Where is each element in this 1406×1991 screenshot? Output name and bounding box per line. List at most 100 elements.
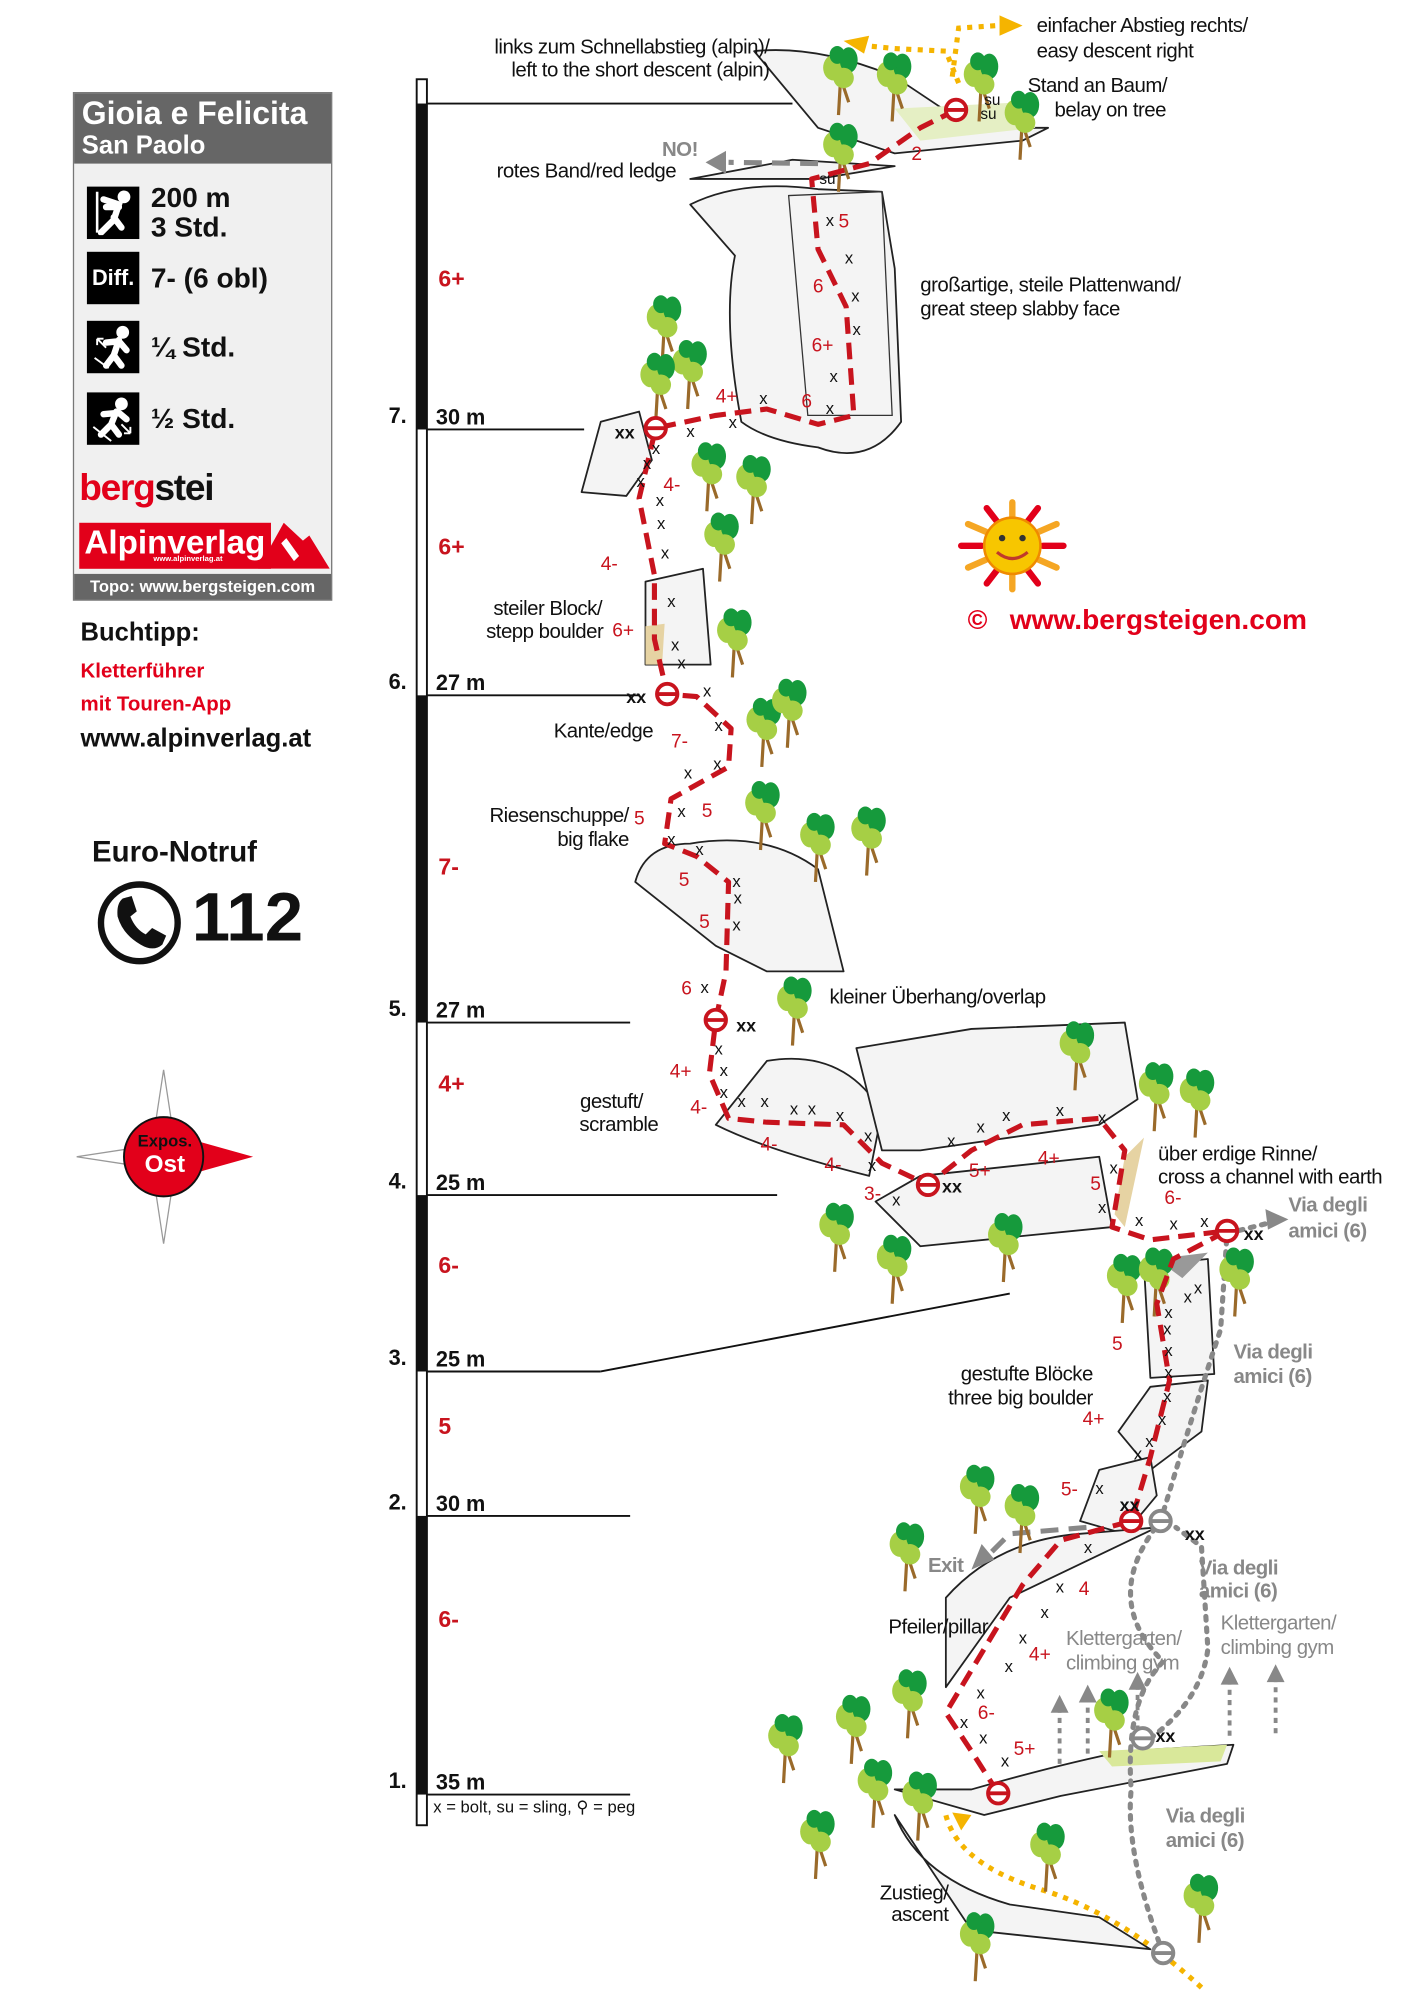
annotation-label: climbing gym bbox=[1221, 1636, 1334, 1659]
route-grade: 6- bbox=[978, 1703, 995, 1724]
tree-icon bbox=[876, 52, 912, 122]
bolt-marker: x bbox=[979, 1728, 988, 1747]
tree-icon bbox=[1138, 1062, 1174, 1132]
tree-icon bbox=[745, 780, 780, 851]
tree-icon bbox=[691, 442, 727, 512]
book-tip-url[interactable]: www.alpinverlag.at bbox=[80, 724, 312, 753]
bolt-marker: x bbox=[695, 840, 704, 859]
route-grade: 6- bbox=[1164, 1188, 1181, 1209]
emergency-number: Euro-Notruf 112 bbox=[92, 835, 303, 965]
tree-icon bbox=[1183, 1873, 1219, 1943]
tree-icon bbox=[800, 812, 835, 883]
topo-credit: Topo: www.bergsteigen.com bbox=[74, 573, 332, 600]
bolt-marker: x bbox=[1194, 1279, 1203, 1298]
compass-label: Expos. bbox=[138, 1132, 192, 1151]
annotation-label: amici (6) bbox=[1166, 1829, 1244, 1852]
route-location: San Paolo bbox=[81, 131, 206, 160]
route-grade: 4- bbox=[690, 1097, 707, 1118]
annotation-label: big flake bbox=[557, 828, 629, 851]
route-grade: 5 bbox=[634, 808, 645, 829]
bolt-marker: x bbox=[713, 754, 722, 773]
sling-label: su bbox=[819, 171, 835, 188]
annotation-label: Exit bbox=[928, 1554, 964, 1577]
other-belay-icon bbox=[1151, 1940, 1176, 1966]
bolt-marker: x bbox=[759, 389, 768, 408]
descent-hiker-icon bbox=[86, 392, 140, 445]
pitch-number: 1. bbox=[389, 1768, 407, 1793]
tree-icon bbox=[704, 512, 739, 582]
climber-icon bbox=[86, 185, 140, 239]
copyright-url[interactable]: www.bergsteigen.com bbox=[1009, 604, 1307, 635]
tree-icon bbox=[902, 1771, 937, 1841]
compass-direction: Ost bbox=[145, 1151, 185, 1178]
route-time: 3 Std. bbox=[150, 210, 228, 243]
difficulty-row: Diff. 7- (6 obl) bbox=[86, 251, 268, 305]
bolt-marker: x bbox=[738, 1092, 747, 1111]
bolt-marker: x bbox=[661, 544, 670, 563]
bolt-marker: x bbox=[1200, 1212, 1209, 1231]
pitch-grade: 6- bbox=[438, 1606, 458, 1632]
annotation-label: Klettergarten/ bbox=[1066, 1627, 1182, 1650]
annotation-label: Via degli bbox=[1199, 1557, 1278, 1580]
annotation-label: kleiner Überhang/overlap bbox=[830, 985, 1046, 1008]
route-grade: 4+ bbox=[1083, 1409, 1105, 1430]
sling-label: su bbox=[980, 106, 996, 123]
bolt-marker: x bbox=[667, 830, 676, 849]
route-grade: 4- bbox=[601, 554, 618, 575]
bolt-marker: x bbox=[1084, 1538, 1093, 1557]
tree-icon bbox=[959, 1464, 995, 1534]
bolt-marker: x bbox=[1095, 1479, 1104, 1498]
bolt-marker: x bbox=[1001, 1751, 1010, 1770]
bolt-marker: x bbox=[977, 1117, 986, 1136]
legend-text: x = bolt, su = sling, ⚲ = peg bbox=[433, 1797, 635, 1816]
pitch-grade: 7- bbox=[438, 853, 458, 879]
annotation-label: steiler Block/ bbox=[493, 597, 603, 620]
tree-icon bbox=[819, 1202, 854, 1272]
annotation-label: Kante/edge bbox=[554, 720, 654, 743]
belay-icon bbox=[1119, 1508, 1144, 1534]
annotation-label: climbing gym bbox=[1066, 1651, 1179, 1674]
bolt-marker: x bbox=[684, 763, 693, 782]
tree-icon bbox=[892, 1669, 927, 1739]
route-grade: 6 bbox=[813, 277, 824, 298]
tree-icon bbox=[736, 455, 771, 525]
belay-icon bbox=[1214, 1218, 1240, 1244]
bolt-marker: x bbox=[761, 1092, 770, 1111]
approach-time: ¼ Std. bbox=[150, 331, 236, 364]
annotation-label: gestufte Blöcke bbox=[961, 1362, 1093, 1385]
pitch-length: 30 m bbox=[436, 404, 486, 429]
annotation-label: ascent bbox=[891, 1903, 949, 1926]
copyright-symbol: © bbox=[968, 605, 988, 635]
pitch-number: 3. bbox=[389, 1345, 407, 1370]
bolt-marker: x bbox=[657, 514, 666, 533]
pitch-length: 27 m bbox=[436, 670, 486, 695]
bolt-marker: x bbox=[732, 872, 741, 891]
annotation-label: belay on tree bbox=[1054, 98, 1166, 121]
bolt-marker: x bbox=[729, 413, 738, 432]
bolt-marker: x bbox=[734, 889, 743, 908]
tree-icon bbox=[823, 46, 858, 116]
bolt-marker: x bbox=[977, 1684, 986, 1703]
route-grade: 5 bbox=[1112, 1334, 1123, 1355]
pitch-grade: 6+ bbox=[438, 265, 464, 291]
bolt-marker: x bbox=[1109, 1158, 1118, 1177]
tree-icon bbox=[889, 1522, 925, 1592]
annotation-label: Via degli bbox=[1288, 1194, 1367, 1217]
bolt-marker: x bbox=[677, 653, 686, 672]
bolt-marker: x bbox=[715, 716, 724, 735]
route-difficulty: 7- (6 obl) bbox=[150, 262, 268, 294]
book-tip-line2: mit Touren-App bbox=[80, 694, 232, 716]
route-line bbox=[636, 107, 1230, 1795]
bolt-marker: x bbox=[1164, 1303, 1173, 1322]
bolt-marker: x bbox=[715, 1039, 724, 1058]
trees bbox=[640, 46, 1254, 1982]
bolt-marker: x bbox=[808, 1100, 817, 1119]
annotation-label: gestuft/ bbox=[580, 1090, 644, 1113]
tree-icon bbox=[717, 608, 752, 678]
bolt-marker: x bbox=[836, 1106, 845, 1125]
rock-outline bbox=[944, 1526, 1158, 1689]
tree-icon bbox=[1059, 1021, 1095, 1091]
bolt-marker: x bbox=[1098, 1109, 1107, 1128]
